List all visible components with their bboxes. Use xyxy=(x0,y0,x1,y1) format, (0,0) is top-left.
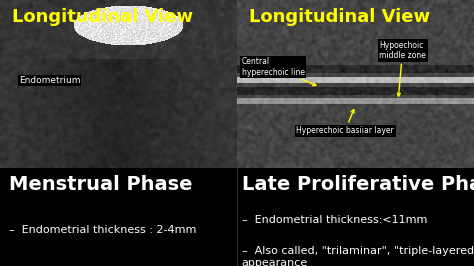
Text: –  Endometrial thickness : 2-4mm: – Endometrial thickness : 2-4mm xyxy=(9,225,197,235)
Text: –  Also called, "trilaminar", "triple-layered"
appearance: – Also called, "trilaminar", "triple-lay… xyxy=(242,246,474,266)
Text: –  Endometrial thickness:<11mm: – Endometrial thickness:<11mm xyxy=(242,215,427,225)
Text: Hyperechoic basiiar layer: Hyperechoic basiiar layer xyxy=(296,110,394,135)
Text: Menstrual Phase: Menstrual Phase xyxy=(9,176,193,194)
Text: Longitudinal View: Longitudinal View xyxy=(249,9,430,26)
Text: Longitudinal View: Longitudinal View xyxy=(12,9,193,26)
Text: Endometrium: Endometrium xyxy=(19,76,81,85)
Text: Central
hyperechoic line: Central hyperechoic line xyxy=(242,57,316,86)
Text: Late Proliferative Phase: Late Proliferative Phase xyxy=(242,176,474,194)
Text: Hypoechoic
middle zone: Hypoechoic middle zone xyxy=(379,41,426,96)
